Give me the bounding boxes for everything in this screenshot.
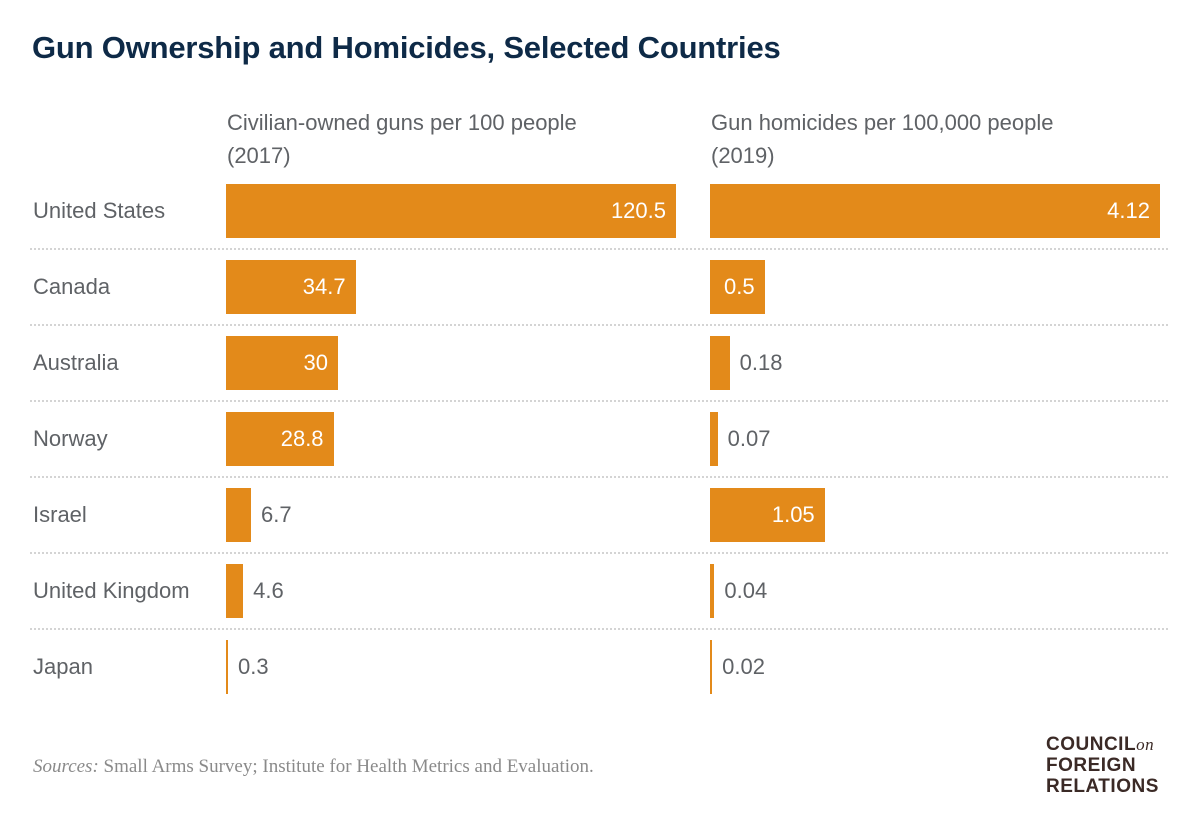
bar <box>226 260 356 314</box>
bar <box>710 260 765 314</box>
value-label: 0.3 <box>238 654 269 679</box>
country-label: Japan <box>33 654 93 679</box>
value-label: 4.12 <box>1107 198 1150 223</box>
bar <box>226 488 252 542</box>
bar <box>710 412 718 466</box>
row-divider <box>30 400 1168 402</box>
value-label: 28.8 <box>280 426 324 451</box>
right-panel-label: Gun homicides per 100,000 people <box>711 110 1054 135</box>
value-label: 0.5 <box>724 274 755 299</box>
country-label: Israel <box>33 502 87 527</box>
logo-word: FOREIGN <box>1046 755 1137 776</box>
left-panel-label: Civilian-owned guns per 100 people <box>227 110 577 135</box>
bar <box>226 336 339 390</box>
value-label: 0.04 <box>724 578 768 603</box>
sources-note: Sources: Small Arms Survey; Institute fo… <box>33 756 594 778</box>
sources-label: Sources: <box>33 756 99 777</box>
cfr-logo: COUNCILon FOREIGN RELATIONS <box>1046 734 1159 797</box>
value-label: 4.6 <box>253 578 284 603</box>
value-label: 0.18 <box>739 350 783 375</box>
value-label: 0.07 <box>727 426 771 451</box>
right-panel-year: (2019) <box>711 143 775 168</box>
right-panel-header: Gun homicides per 100,000 people (2019) <box>711 106 1053 172</box>
row-divider <box>30 324 1168 326</box>
country-label: Norway <box>33 426 108 451</box>
value-label: 1.05 <box>771 502 815 527</box>
bar <box>226 564 244 618</box>
value-label: 34.7 <box>302 274 346 299</box>
bar <box>226 184 676 238</box>
bar <box>226 640 228 694</box>
logo-word: on <box>1136 735 1155 754</box>
row-divider <box>30 248 1168 250</box>
bar <box>226 412 334 466</box>
bar <box>710 336 730 390</box>
left-panel-header: Civilian-owned guns per 100 people (2017… <box>227 106 577 172</box>
value-label: 120.5 <box>610 198 666 223</box>
value-label: 0.02 <box>722 654 765 679</box>
value-label: 6.7 <box>261 502 292 527</box>
country-label: Canada <box>33 274 111 299</box>
row-divider <box>30 476 1168 478</box>
row-divider <box>30 628 1168 630</box>
sources-text: Small Arms Survey; Institute for Health … <box>103 756 594 777</box>
country-label: United States <box>33 198 166 223</box>
country-label: United Kingdom <box>33 578 190 603</box>
row-divider <box>30 552 1168 554</box>
logo-word: COUNCIL <box>1046 734 1137 755</box>
chart-title: Gun Ownership and Homicides, Selected Co… <box>32 30 781 65</box>
bar <box>710 564 715 618</box>
country-label: Australia <box>33 350 119 375</box>
logo-word: RELATIONS <box>1046 776 1159 797</box>
bar <box>710 488 825 542</box>
left-panel-year: (2017) <box>227 143 291 168</box>
bar <box>710 184 1160 238</box>
bar <box>710 640 713 694</box>
value-label: 30 <box>303 350 329 375</box>
